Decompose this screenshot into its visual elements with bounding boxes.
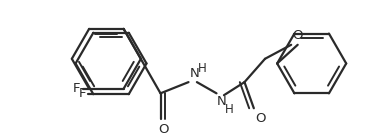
Text: F: F (78, 87, 86, 100)
Text: H: H (198, 62, 206, 75)
Text: F: F (73, 82, 81, 95)
Text: H: H (225, 103, 234, 116)
Text: N: N (189, 67, 199, 80)
Text: O: O (256, 112, 266, 125)
Text: O: O (292, 29, 303, 42)
Text: N: N (217, 95, 226, 108)
Text: O: O (158, 123, 169, 136)
